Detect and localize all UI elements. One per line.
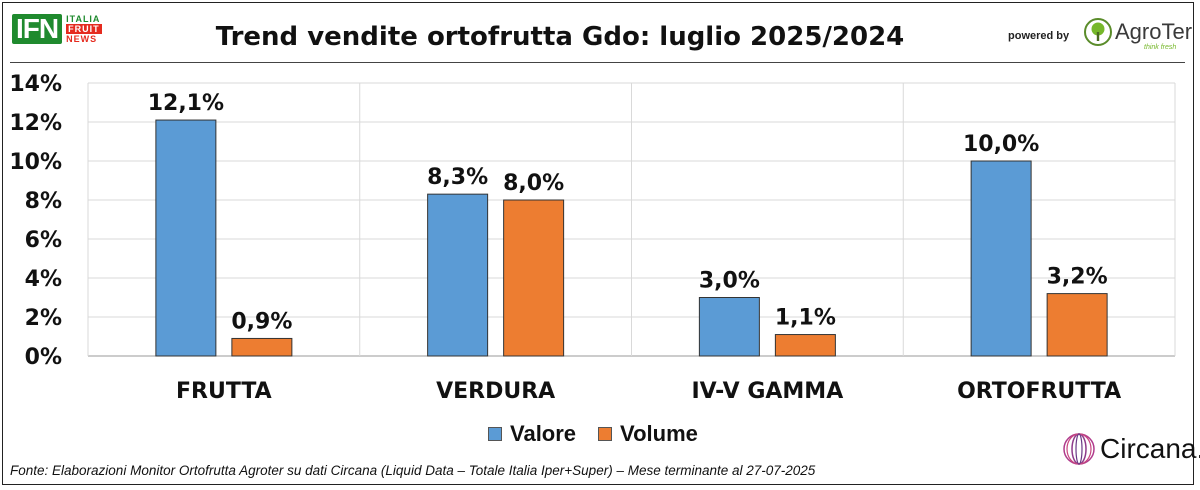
legend-swatch-valore [488,427,502,441]
y-tick-label: 6% [25,228,62,253]
y-tick-label: 0% [25,345,62,370]
bar-volume [1046,293,1108,357]
data-label: 8,3% [427,165,488,190]
legend-label-valore: Valore [510,421,577,446]
x-tick-label: VERDURA [436,379,555,404]
y-tick-label: 14% [9,72,62,97]
powered-by-label: powered by [1008,30,1070,42]
x-tick-label: IV-V GAMMA [692,379,844,404]
agroter-tagline: think fresh [1144,44,1177,51]
source-note: Fonte: Elaborazioni Monitor Ortofrutta A… [10,463,816,478]
bar-chart: 0% 2% 4% 6% 8% 10% 12% 14% 12,1% 0,9% FRUTTA 8,3% 8,… [9,72,1176,404]
y-tick-label: 12% [9,111,62,136]
y-tick-label: 2% [25,306,62,331]
x-tick-label: ORTOFRUTTA [957,379,1121,404]
ifn-logo: IFN ITALIA FRUIT NEWS [12,14,102,44]
ifn-logo-text: IFN [16,13,59,44]
y-tick-label: 10% [9,150,62,175]
data-label: 3,0% [699,269,760,294]
chart-legend: Valore Volume [488,421,720,447]
ifn-logo-line1: ITALIA [66,14,101,24]
y-tick-label: 8% [25,189,62,214]
agroter-logo-text: AgroTer [1115,19,1193,44]
header-divider [10,62,1185,63]
legend-label-volume: Volume [620,421,698,446]
bar-valore [155,119,217,357]
data-label: 12,1% [148,91,224,116]
legend-item-volume: Volume [598,421,698,447]
legend-swatch-volume [598,427,613,441]
circana-logo-text: Circana. [1100,433,1200,464]
agroter-logo: AgroTer think fresh [1084,18,1193,51]
chart-title: Trend vendite ortofrutta Gdo: luglio 202… [215,22,905,52]
data-label: 0,9% [231,309,292,334]
bar-valore [427,193,489,357]
bar-volume [774,334,836,357]
bar-valore [698,297,760,357]
tree-icon [1084,18,1112,46]
data-label: 3,2% [1047,265,1108,290]
ifn-logo-line3: NEWS [66,34,98,44]
data-label: 10,0% [963,132,1039,157]
data-label: 8,0% [503,171,564,196]
legend-item-valore: Valore [488,421,576,447]
bar-volume [231,337,293,357]
data-label: 1,1% [775,306,836,331]
circana-globe-icon [1063,433,1095,465]
y-tick-label: 4% [25,267,62,292]
bar-volume [503,199,565,357]
x-tick-label: FRUTTA [176,379,272,404]
bar-valore [970,160,1032,357]
circana-logo: Circana. [1062,432,1200,466]
ifn-logo-line2: FRUIT [66,24,102,34]
